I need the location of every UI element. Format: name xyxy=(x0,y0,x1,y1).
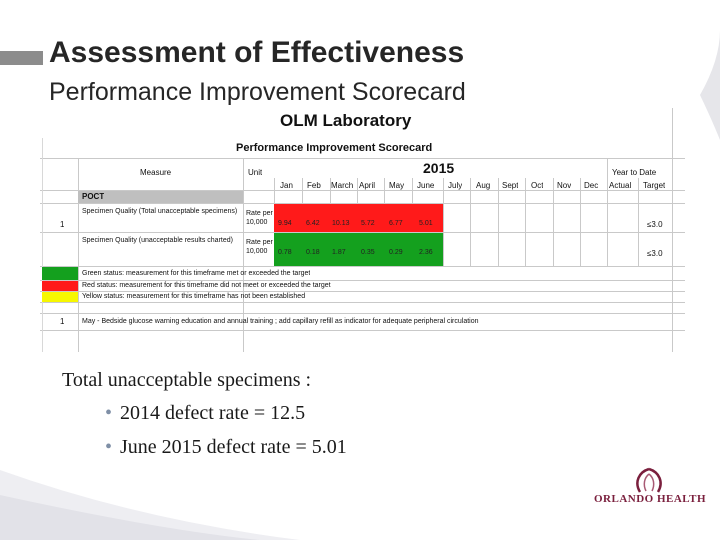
row-value-march: 10.13 xyxy=(332,220,350,227)
logo-text: ORLANDO HEALTH xyxy=(594,493,707,505)
legend-green-text: Green status: measurement for this timef… xyxy=(82,270,311,277)
row-value-june: 2.36 xyxy=(419,249,433,256)
orlando-health-logo: ORLANDO HEALTH xyxy=(594,466,707,516)
header-month: Nov xyxy=(557,181,572,190)
summary-item-text: 2014 defect rate = 12.5 xyxy=(120,402,306,424)
row-value-jan: 9.94 xyxy=(278,220,292,227)
header-month: Jan xyxy=(280,181,293,190)
summary-item: • June 2015 defect rate = 5.01 xyxy=(105,436,347,459)
row-unit: Rate per 10,000 xyxy=(246,210,273,226)
footnote-text: May - Bedside glucose warning education … xyxy=(82,318,479,325)
row-target: ≤3.0 xyxy=(647,249,663,258)
header-month: June xyxy=(417,181,435,190)
row-measure: Specimen Quality (unacceptable results c… xyxy=(82,237,233,244)
header-unit: Unit xyxy=(248,168,263,177)
header-month: Feb xyxy=(307,181,321,190)
row-value-april: 0.35 xyxy=(361,249,375,256)
slide-title: Assessment of Effectiveness xyxy=(49,36,465,69)
header-measure: Measure xyxy=(140,168,172,177)
legend-red-text: Red status: measurement for this timefra… xyxy=(82,282,331,289)
row-value-may: 6.77 xyxy=(389,220,403,227)
legend-green-swatch xyxy=(42,267,78,280)
row-value-may: 0.29 xyxy=(389,249,403,256)
bullet-icon: • xyxy=(105,436,113,458)
header-month: March xyxy=(331,181,354,190)
status-green-fill xyxy=(274,233,443,266)
title-accent-bar xyxy=(0,51,43,65)
header-target: Target xyxy=(643,181,666,190)
row-target: ≤3.0 xyxy=(647,220,663,229)
legend-yellow-text: Yellow status: measurement for this time… xyxy=(82,293,306,300)
row-value-feb: 6.42 xyxy=(306,220,320,227)
row-value-feb: 0.18 xyxy=(306,249,320,256)
row-measure: Specimen Quality (Total unacceptable spe… xyxy=(82,208,238,215)
header-month: April xyxy=(359,181,376,190)
header-month: July xyxy=(448,181,463,190)
header-year-to-date: Year to Date xyxy=(612,168,657,177)
scorecard-title: Performance Improvement Scorecard xyxy=(236,142,433,154)
bullet-icon: • xyxy=(105,402,113,424)
header-month: May xyxy=(389,181,405,190)
logo-mark-icon xyxy=(636,467,662,493)
slide-subtitle: Performance Improvement Scorecard xyxy=(49,78,466,106)
summary-heading: Total unacceptable specimens : xyxy=(62,369,312,391)
section-poct-band xyxy=(78,191,243,203)
header-month: Oct xyxy=(531,181,544,190)
row-value-april: 5.72 xyxy=(361,220,375,227)
footnote-number: 1 xyxy=(60,317,65,326)
legend-red-swatch xyxy=(42,281,78,291)
summary-item-text: June 2015 defect rate = 5.01 xyxy=(120,436,347,458)
row-number: 1 xyxy=(60,220,65,229)
header-year: 2015 xyxy=(423,160,455,176)
row-value-march: 1.87 xyxy=(332,249,346,256)
summary-item: • 2014 defect rate = 12.5 xyxy=(105,402,305,425)
header-month: Dec xyxy=(584,181,599,190)
lab-title: OLM Laboratory xyxy=(280,111,412,130)
row-value-jan: 0.78 xyxy=(278,249,292,256)
section-poct: POCT xyxy=(82,192,105,201)
header-actual: Actual xyxy=(609,181,632,190)
row-unit: Rate per 10,000 xyxy=(246,239,273,255)
header-month: Sept xyxy=(502,181,519,190)
status-red-fill xyxy=(274,204,443,232)
scorecard-spreadsheet: OLM Laboratory Performance Improvement S… xyxy=(40,108,685,352)
legend-yellow-swatch xyxy=(42,292,78,302)
row-value-june: 5.01 xyxy=(419,220,433,227)
header-month: Aug xyxy=(476,181,491,190)
summary-block: Total unacceptable specimens : • 2014 def… xyxy=(62,369,347,458)
